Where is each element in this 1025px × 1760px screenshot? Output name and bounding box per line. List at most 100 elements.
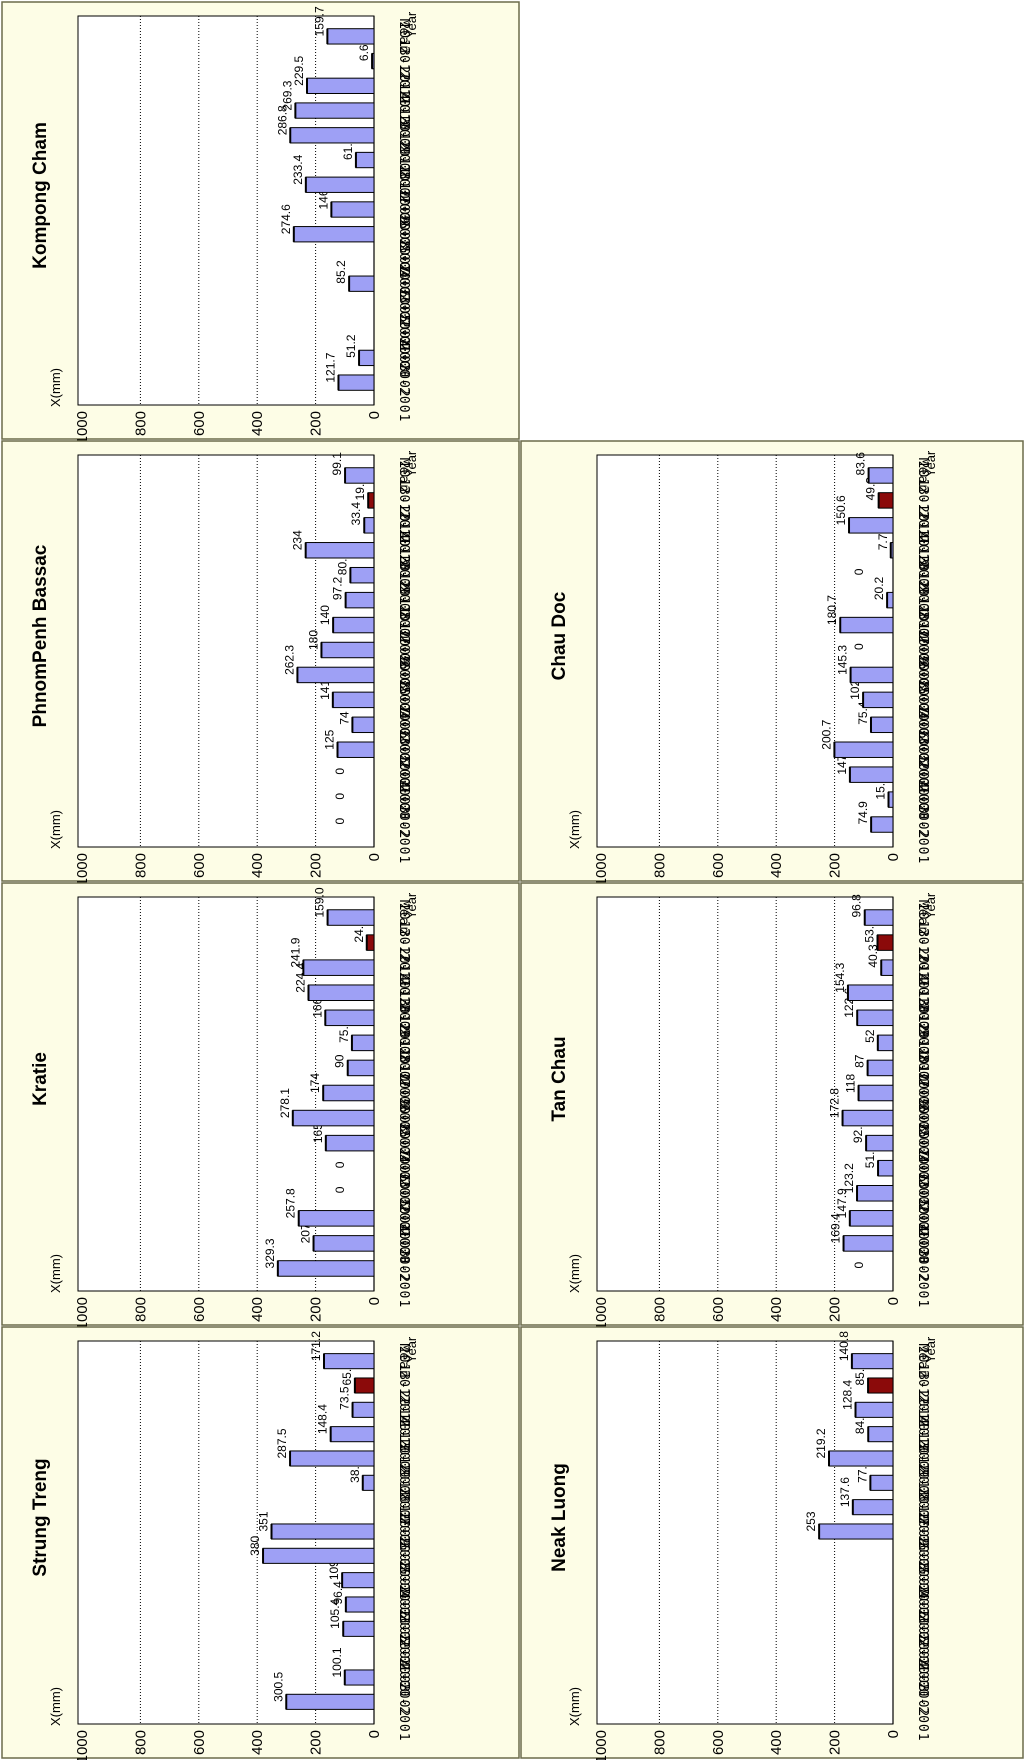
- category-label: 2002-2003: [915, 735, 930, 814]
- value-label: 83.6: [854, 452, 868, 476]
- bar: [354, 1377, 375, 1394]
- category-label: 2002-2003: [396, 735, 411, 814]
- category-label: 2006-2007: [396, 1078, 411, 1157]
- category-label: 2000-2001: [396, 785, 411, 864]
- bar: [865, 1134, 894, 1152]
- y-tick-label: 1000: [74, 853, 91, 886]
- bar: [366, 934, 375, 951]
- value-label: 234: [291, 530, 305, 550]
- chart-title: Strung Treng: [30, 1458, 51, 1576]
- value-label: 171.2: [309, 1331, 323, 1361]
- bar: [878, 492, 894, 509]
- value-label: 0: [852, 1261, 866, 1268]
- y-tick-label: 200: [308, 1730, 325, 1755]
- bar: [305, 176, 375, 193]
- category-label: 2001-2002: [396, 760, 411, 839]
- category-label: Mean: [915, 900, 930, 935]
- bar: [876, 934, 894, 951]
- category-label: 2010-2011: [396, 978, 411, 1057]
- chart-panel-0: 1000 800 600 400 200 0 2000-20012001-20022002-…: [1, 1, 520, 444]
- bar: [849, 1210, 894, 1227]
- category-label: 2005-2006: [396, 660, 411, 739]
- category-label: 2011-2012: [915, 953, 930, 1032]
- category-label: 2004-2005: [915, 685, 930, 764]
- bar: [849, 766, 894, 783]
- value-label: 262.3: [282, 645, 296, 675]
- bar: [294, 102, 375, 119]
- category-label: 2000-2001: [915, 785, 930, 864]
- value-label: 165: [311, 1123, 325, 1143]
- category-label: 2008-2009: [396, 1028, 411, 1107]
- value-label: 0: [333, 768, 347, 775]
- y-tick-label: 1000: [74, 411, 91, 444]
- bar: [306, 77, 375, 95]
- category-axis-label: Year: [404, 1336, 419, 1363]
- category-label: 2013-2014: [396, 1346, 411, 1425]
- plot-area: [596, 454, 894, 848]
- bar: [341, 1572, 375, 1589]
- bar: [332, 691, 375, 709]
- value-label: 0: [852, 643, 866, 650]
- bar: [358, 349, 375, 367]
- value-label: 7.7: [876, 533, 890, 550]
- category-axis-label: Year: [404, 450, 419, 477]
- y-tick-label: 600: [191, 1730, 208, 1755]
- category-label: 2009-2010: [396, 1003, 411, 1082]
- category-label: 2009-2010: [396, 560, 411, 639]
- bar: [351, 1034, 375, 1052]
- category-label: 2007-2008: [396, 170, 411, 249]
- bar: [833, 741, 894, 758]
- y-tick-label: 200: [308, 411, 325, 436]
- y-tick-label: 800: [132, 1730, 149, 1755]
- category-label: 2005-2006: [915, 1540, 930, 1619]
- value-label: 74.9: [856, 801, 870, 825]
- category-label: 2010-2011: [396, 96, 411, 175]
- category-axis-label: Year: [404, 11, 419, 38]
- category-label: 2011-2012: [396, 953, 411, 1032]
- value-label: 148.4: [316, 1404, 330, 1434]
- bar: [302, 959, 375, 976]
- category-label: 2008-2009: [396, 585, 411, 664]
- bar: [355, 151, 375, 169]
- bar: [858, 1084, 894, 1102]
- bar: [818, 1523, 894, 1540]
- category-label: 2005-2006: [396, 219, 411, 298]
- category-label: 2013-2014: [915, 1346, 930, 1425]
- value-label: 123.2: [842, 1163, 856, 1193]
- category-label: 2013-2014: [915, 903, 930, 982]
- bar: [850, 666, 894, 684]
- bar: [852, 1499, 894, 1516]
- category-label: 2012-2013: [915, 1370, 930, 1449]
- category-label: 2009-2010: [396, 120, 411, 199]
- chart-panel-4: 1000 800 600 400 200 0 2000-20012001-20022002-…: [520, 440, 1024, 886]
- category-label: 2008-2009: [915, 585, 930, 664]
- value-label: 287.5: [275, 1428, 289, 1458]
- bar: [292, 1109, 375, 1127]
- category-label: 2009-2010: [915, 560, 930, 639]
- bar: [880, 959, 894, 976]
- category-label: 2001-2002: [915, 760, 930, 839]
- bar: [337, 374, 375, 391]
- value-axis-label: X(mm): [567, 810, 582, 849]
- value-axis-label: X(mm): [48, 1687, 63, 1726]
- category-label: 2012-2013: [396, 486, 411, 565]
- category-label: 2008-2009: [915, 1467, 930, 1546]
- category-label: 2004-2005: [396, 244, 411, 323]
- category-label: 2007-2008: [915, 610, 930, 689]
- value-label: 278.1: [278, 1088, 292, 1118]
- y-tick-label: 0: [885, 1730, 902, 1738]
- y-tick-label: 0: [885, 853, 902, 861]
- value-label: 96.8: [850, 894, 864, 918]
- bar: [348, 275, 375, 292]
- bar: [313, 1235, 375, 1252]
- category-label: 2008-2009: [915, 1028, 930, 1107]
- bar: [362, 1474, 375, 1491]
- category-axis-label: Year: [404, 892, 419, 919]
- y-tick-label: 0: [885, 1297, 902, 1305]
- category-label: 2010-2011: [396, 1419, 411, 1498]
- value-label: 141: [318, 680, 332, 700]
- category-label: 2003-2004: [396, 710, 411, 789]
- value-label: 229.5: [292, 55, 306, 85]
- value-label: 200.7: [819, 719, 833, 749]
- bar: [349, 566, 375, 584]
